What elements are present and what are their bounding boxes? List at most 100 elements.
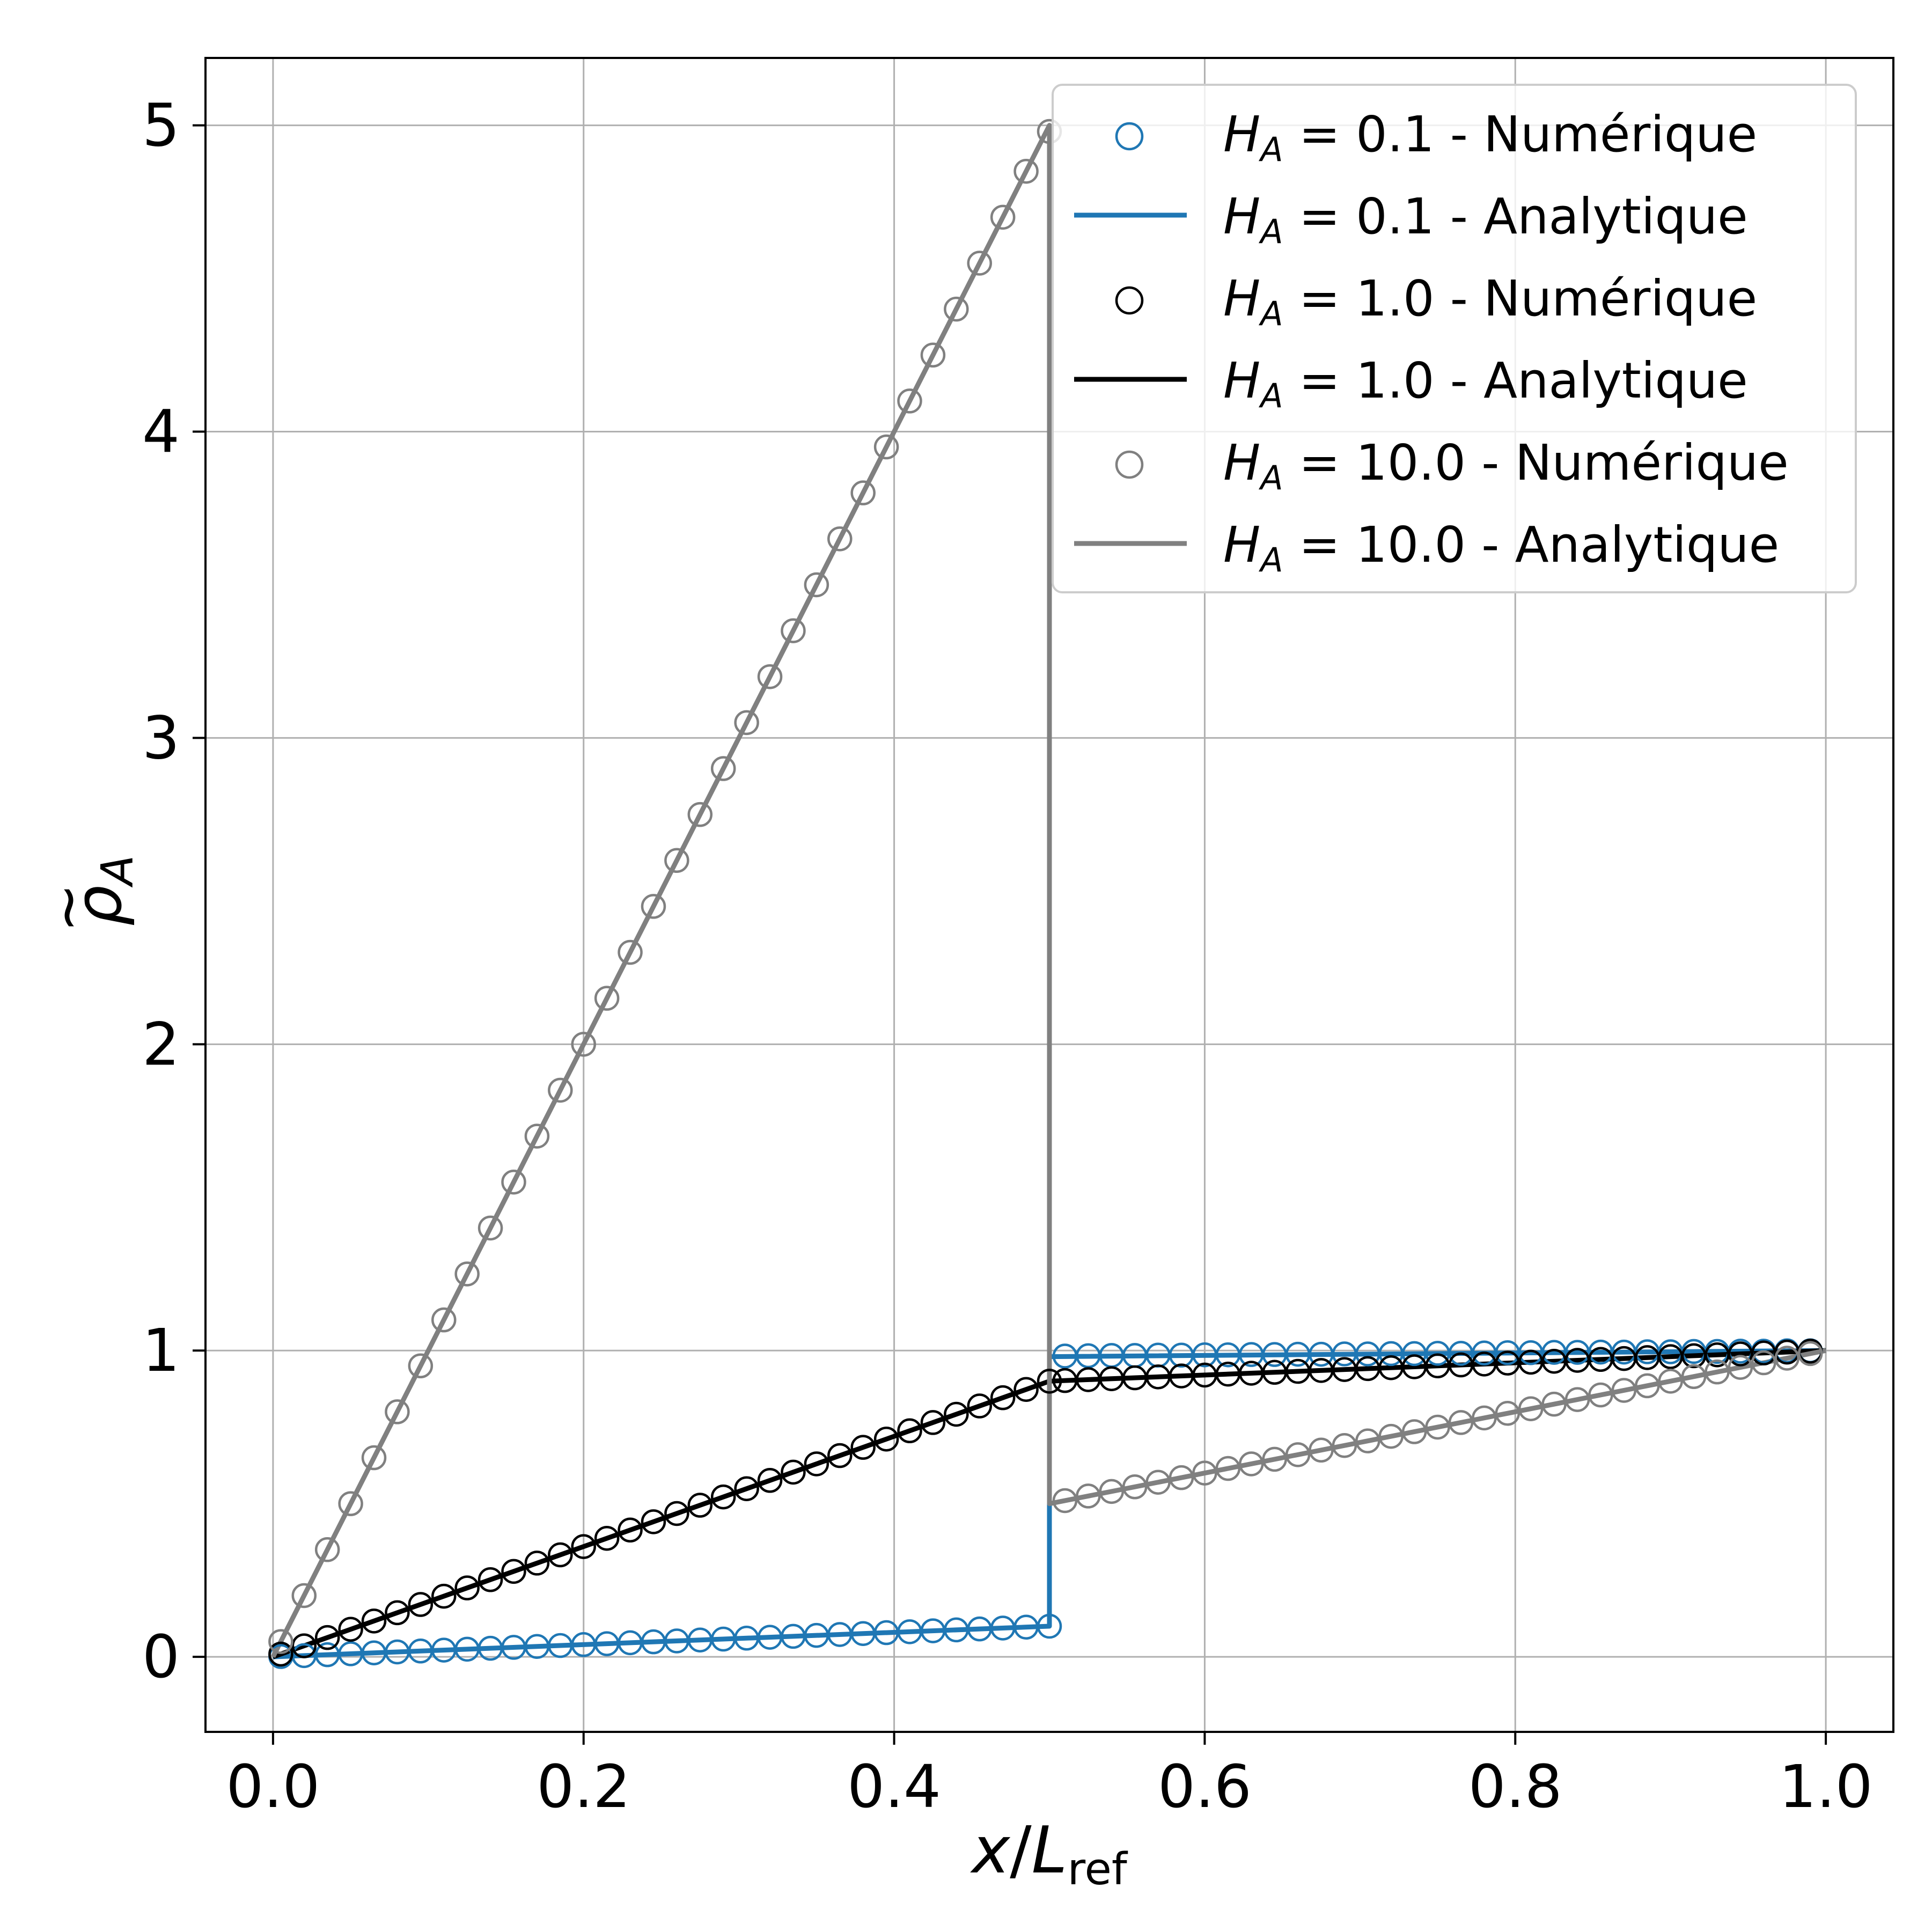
legend-label: HA = 10.0 - Analytique xyxy=(1223,516,1779,579)
data-point xyxy=(641,1509,666,1534)
data-point xyxy=(1332,1433,1357,1458)
data-point xyxy=(478,1567,503,1592)
data-point xyxy=(827,526,853,552)
data-point xyxy=(1472,1405,1497,1431)
data-point xyxy=(1285,1442,1311,1467)
legend-marker-swatch xyxy=(1115,450,1144,479)
data-point xyxy=(920,342,946,368)
data-point xyxy=(1238,1451,1264,1476)
legend-entry-1: HA = 0.1 - Analytique xyxy=(1074,188,1748,251)
data-point xyxy=(850,480,876,505)
data-point xyxy=(478,1215,503,1241)
x-axis-label: x/Lref xyxy=(969,1813,1128,1895)
legend-label: HA = 1.0 - Numérique xyxy=(1223,270,1757,333)
data-point xyxy=(1705,1359,1730,1385)
data-point xyxy=(1052,1488,1078,1514)
data-point xyxy=(1355,1428,1380,1453)
y-axis-label-tilde: ~ xyxy=(33,883,101,932)
data-point xyxy=(873,1426,899,1452)
data-point xyxy=(1037,1613,1062,1639)
data-point xyxy=(781,618,806,643)
data-point xyxy=(594,986,620,1011)
legend-label-var: H xyxy=(1223,352,1260,409)
data-point xyxy=(1145,1470,1171,1495)
data-point xyxy=(1037,1369,1062,1394)
data-point xyxy=(944,296,969,322)
y-axis-label-rho: ρ xyxy=(62,885,136,926)
data-point xyxy=(664,1501,689,1526)
legend-label-sub: A xyxy=(1258,130,1283,169)
data-point xyxy=(781,1459,806,1485)
y-tick-label: 2 xyxy=(142,1010,180,1078)
data-point xyxy=(990,204,1016,230)
series-0-points xyxy=(268,1338,1823,1669)
y-tick-label: 1 xyxy=(142,1316,180,1385)
legend-label-value: = 1.0 - Analytique xyxy=(1283,352,1748,409)
data-point xyxy=(897,388,922,414)
data-point xyxy=(1076,1483,1101,1509)
legend-entry-0: HA = 0.1 - Numérique xyxy=(1115,106,1757,169)
data-point xyxy=(1378,1423,1404,1449)
data-point xyxy=(291,1583,317,1608)
data-point xyxy=(710,756,736,781)
data-point xyxy=(385,1399,410,1424)
legend-label-sub: A xyxy=(1258,294,1283,333)
data-point xyxy=(757,1468,783,1493)
data-point xyxy=(967,251,993,276)
x-axis-label-var: x xyxy=(969,1813,1011,1888)
x-tick-label: 0.0 xyxy=(226,1752,320,1821)
x-axis-label-l: L xyxy=(1032,1813,1068,1888)
data-point xyxy=(501,1559,526,1584)
legend-label: HA = 0.1 - Numérique xyxy=(1223,106,1757,169)
data-point xyxy=(268,1629,293,1654)
series-4-points xyxy=(268,119,1823,1654)
data-point xyxy=(1013,1377,1039,1402)
legend-label-var: H xyxy=(1223,516,1260,574)
data-point xyxy=(1448,1410,1474,1435)
x-tick-label: 0.2 xyxy=(537,1752,630,1821)
data-point xyxy=(408,1353,434,1379)
legend-label-sub: A xyxy=(1258,458,1283,497)
data-point xyxy=(967,1393,993,1419)
data-point xyxy=(501,1169,526,1195)
data-point xyxy=(1658,1369,1683,1394)
data-point xyxy=(1099,1479,1125,1504)
legend-entry-5: HA = 10.0 - Analytique xyxy=(1074,516,1779,579)
data-point xyxy=(1611,1378,1637,1403)
legend-entry-2: HA = 1.0 - Numérique xyxy=(1115,270,1757,333)
data-point xyxy=(314,1625,340,1650)
data-point xyxy=(1262,1446,1287,1472)
y-axis-label-sub: A xyxy=(92,855,143,888)
data-point xyxy=(1215,1456,1241,1481)
data-point xyxy=(804,572,829,598)
legend-frame xyxy=(1052,84,1857,593)
legend-label: HA = 10.0 - Numérique xyxy=(1223,434,1789,497)
data-point xyxy=(1681,1364,1707,1389)
x-axis-label-sep: / xyxy=(1010,1813,1032,1888)
data-point xyxy=(664,848,689,873)
x-axis-ticks: 0.0 0.2 0.4 0.6 0.8 1.0 xyxy=(226,1732,1873,1821)
legend-label-var: H xyxy=(1223,106,1260,163)
data-point xyxy=(1122,1474,1148,1500)
data-point xyxy=(454,1575,480,1600)
data-point xyxy=(618,939,643,965)
data-point xyxy=(1309,1437,1334,1463)
legend-label-var: H xyxy=(1223,270,1260,327)
legend-entry-4: HA = 10.0 - Numérique xyxy=(1115,434,1789,497)
data-point xyxy=(408,1592,434,1617)
data-point xyxy=(1564,1387,1590,1412)
data-point xyxy=(385,1600,410,1626)
data-point xyxy=(1013,158,1039,184)
y-axis-ticks: 0 1 2 3 4 5 xyxy=(142,91,205,1691)
legend-label-sub: A xyxy=(1258,212,1283,251)
data-point xyxy=(1588,1382,1613,1408)
legend-label: HA = 1.0 - Analytique xyxy=(1223,352,1748,415)
x-tick-label: 0.6 xyxy=(1158,1752,1252,1821)
data-point xyxy=(920,1410,946,1435)
legend-label-sub: A xyxy=(1258,540,1283,579)
data-point xyxy=(897,1418,922,1444)
legend-label: HA = 0.1 - Analytique xyxy=(1223,188,1748,251)
data-point xyxy=(873,434,899,460)
data-point xyxy=(291,1633,317,1658)
